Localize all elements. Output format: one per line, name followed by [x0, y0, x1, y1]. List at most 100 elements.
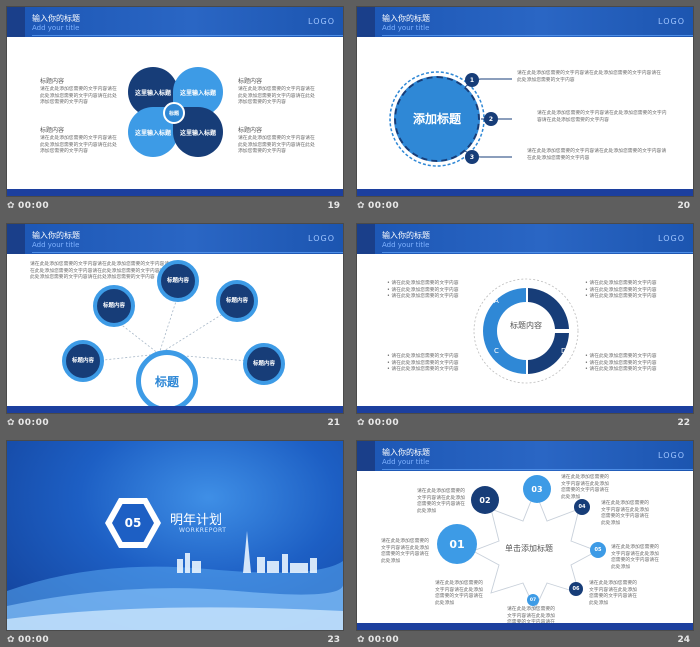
slide-22[interactable]: 输入你的标题 Add your title LOGO A B C D 标题内容 …: [357, 224, 693, 413]
left-label-2: 标题内容: [40, 127, 65, 134]
slide-24[interactable]: 输入你的标题 Add your title LOGO 单击添加标题 01 02 …: [357, 441, 693, 630]
item-3-badge: 3: [465, 150, 479, 164]
bullet: • 请在此处添加您需要的文字内容: [585, 354, 657, 359]
slide-number: 22: [677, 418, 690, 428]
bullets-bottom-right: • 请在此处添加您需要的文字内容 • 请在此处添加您需要的文字内容 • 请在此处…: [585, 354, 657, 374]
slide-thumb-20[interactable]: 输入你的标题 Add your title LOGO 添加标题 1 2 3 请在…: [357, 7, 693, 218]
slide-21[interactable]: 输入你的标题 Add your title LOGO 请在此处添加您需要的文字内…: [7, 224, 343, 413]
bullets-bottom-left: • 请在此处添加您需要的文字内容 • 请在此处添加您需要的文字内容 • 请在此处…: [387, 354, 459, 374]
right-text-2: 请在此处添加您需要的文字内容请在此处添加您需要的文字内容请在此处添加您需要的文字…: [238, 136, 315, 155]
header-line: [382, 469, 693, 470]
slide-number: 21: [327, 418, 340, 428]
bottom-bar: [7, 406, 343, 413]
node-06: 06: [569, 582, 583, 596]
right-text-1: 请在此处添加您需要的文字内容请在此处添加您需要的文字内容请在此处添加您需要的文字…: [238, 87, 315, 106]
text-05: 请在此处添加您需要的文字内容请在此处添加您需要的文字内容请在此处添加: [611, 545, 659, 570]
segment-d: D: [561, 347, 567, 355]
ring-diagram: [473, 278, 579, 384]
header-logo: LOGO: [308, 17, 335, 26]
header-title: 输入你的标题: [32, 231, 80, 240]
item-3-text: 请在此处添加您需要的文字内容请在此处添加您需要的文字内容请在此处添加您需要的文字…: [527, 149, 667, 161]
item-2-badge: 2: [484, 112, 498, 126]
slide-footer: ✿ 00:00 23: [7, 635, 343, 647]
bullet: • 请在此处添加您需要的文字内容: [387, 281, 459, 286]
segment-b: B: [561, 297, 566, 305]
transition-icon[interactable]: ✿: [357, 201, 365, 211]
header-square: [7, 224, 25, 254]
header-subtitle: Add your title: [382, 458, 430, 466]
header-logo: LOGO: [658, 17, 685, 26]
node-03: 03: [523, 475, 551, 503]
spoke-lines: [66, 291, 263, 365]
bottom-bar: [7, 189, 343, 196]
bullets-top-left: • 请在此处添加您需要的文字内容 • 请在此处添加您需要的文字内容 • 请在此处…: [387, 281, 459, 301]
ring-center-title: 标题内容: [510, 321, 542, 330]
bottom-bar: [357, 406, 693, 413]
intro-text: 请在此处添加您需要的文字内容请在此处添加您需要的文字内容请在此处添加您需要的文字…: [30, 262, 170, 281]
slide-thumb-23[interactable]: 05 明年计划 WORKREPORT ✿ 00:00 23: [7, 441, 343, 647]
node-02: 02: [471, 486, 499, 514]
header-square: [357, 441, 375, 471]
left-label-1: 标题内容: [40, 78, 65, 85]
center-node: 标题: [136, 350, 198, 412]
slide-thumb-22[interactable]: 输入你的标题 Add your title LOGO A B C D 标题内容 …: [357, 224, 693, 435]
slide-header: 输入你的标题 Add your title LOGO: [7, 7, 343, 37]
bullet: • 请在此处添加您需要的文字内容: [585, 287, 657, 293]
bullets-top-right: • 请在此处添加您需要的文字内容 • 请在此处添加您需要的文字内容 • 请在此处…: [585, 281, 657, 301]
text-03: 请在此处添加您需要的文字内容请在此处添加您需要的文字内容请在此处添加: [561, 475, 609, 500]
bottom-bar: [357, 189, 693, 196]
slide-footer: ✿ 00:00 19: [7, 201, 343, 215]
node-07: 07: [527, 594, 539, 606]
bullet: • 请在此处添加您需要的文字内容: [387, 354, 459, 359]
center-badge: 标题: [163, 102, 185, 124]
slide-19[interactable]: 输入你的标题 Add your title LOGO 标题内容 请在此处添加您需…: [7, 7, 343, 196]
header-subtitle: Add your title: [32, 241, 80, 249]
text-06: 请在此处添加您需要的文字内容请在此处添加您需要的文字内容请在此处添加: [589, 581, 637, 606]
main-circle: 添加标题: [394, 76, 480, 162]
transition-icon[interactable]: ✿: [7, 635, 15, 645]
bullet: • 请在此处添加您需要的文字内容: [387, 360, 459, 366]
slide-thumb-21[interactable]: 输入你的标题 Add your title LOGO 请在此处添加您需要的文字内…: [7, 224, 343, 435]
bullet: • 请在此处添加您需要的文字内容: [585, 367, 657, 373]
header-square: [357, 224, 375, 254]
skyline-art: [7, 531, 343, 630]
slide-header: 输入你的标题 Add your title LOGO: [7, 224, 343, 254]
transition-icon[interactable]: ✿: [357, 418, 365, 428]
slide-thumb-19[interactable]: 输入你的标题 Add your title LOGO 标题内容 请在此处添加您需…: [7, 7, 343, 218]
slide-23[interactable]: 05 明年计划 WORKREPORT: [7, 441, 343, 630]
slide-thumb-24[interactable]: 输入你的标题 Add your title LOGO 单击添加标题 01 02 …: [357, 441, 693, 647]
header-title: 输入你的标题: [382, 14, 430, 23]
slide-time: 00:00: [18, 418, 50, 428]
header-title: 输入你的标题: [382, 448, 430, 457]
header-line: [32, 35, 343, 36]
node-1: 标题内容: [62, 340, 104, 382]
slide-header: 输入你的标题 Add your title LOGO: [357, 7, 693, 37]
slide-footer: ✿ 00:00 21: [7, 418, 343, 432]
section-title: 明年计划: [170, 513, 223, 528]
left-text-2: 请在此处添加您需要的文字内容请在此处添加您需要的文字内容请在此处添加您需要的文字…: [40, 136, 117, 155]
slide-time: 00:00: [368, 418, 400, 428]
slide-time: 00:00: [368, 201, 400, 211]
star-outline: [471, 489, 599, 611]
header-line: [382, 35, 693, 36]
header-logo: LOGO: [658, 451, 685, 460]
slide-20[interactable]: 输入你的标题 Add your title LOGO 添加标题 1 2 3 请在…: [357, 7, 693, 196]
transition-icon[interactable]: ✿: [7, 418, 15, 428]
slide-number: 24: [677, 635, 690, 645]
slide-time: 00:00: [18, 635, 50, 645]
bullet: • 请在此处添加您需要的文字内容: [387, 294, 459, 300]
transition-icon[interactable]: ✿: [357, 635, 365, 645]
header-subtitle: Add your title: [382, 241, 430, 249]
slide-header: 输入你的标题 Add your title LOGO: [357, 441, 693, 471]
bottom-bar: [357, 623, 693, 630]
slide-header: 输入你的标题 Add your title LOGO: [357, 224, 693, 254]
header-subtitle: Add your title: [32, 24, 80, 32]
node-01: 01: [437, 524, 477, 564]
transition-icon[interactable]: ✿: [7, 201, 15, 211]
slide-number: 19: [327, 201, 340, 211]
item-1-text: 请在此处添加您需要的文字内容请在此处添加您需要的文字内容请在此处添加您需要的文字…: [517, 71, 661, 83]
header-logo: LOGO: [658, 234, 685, 243]
slide-footer: ✿ 00:00 20: [357, 201, 693, 215]
bullet: • 请在此处添加您需要的文字内容: [585, 294, 657, 300]
slide-number: 23: [327, 635, 340, 645]
